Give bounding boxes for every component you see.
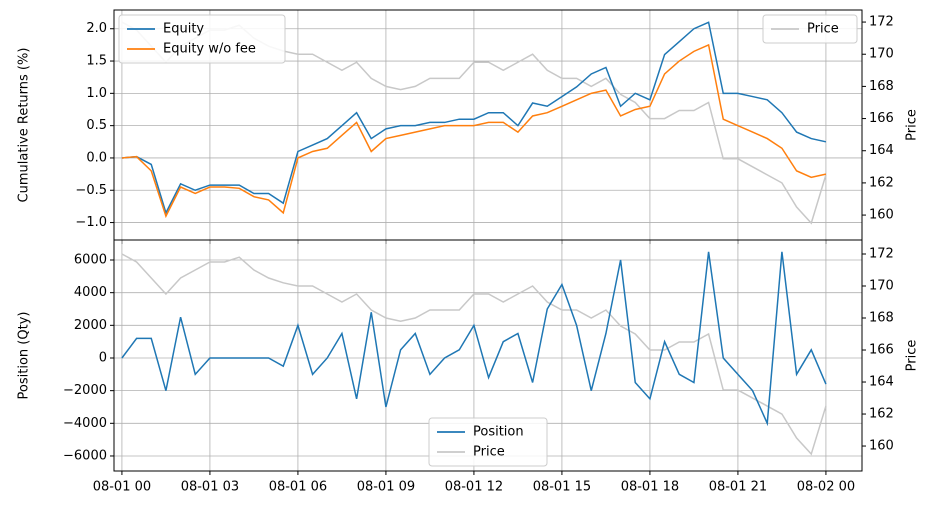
x-tick-label: 08-01 00 xyxy=(93,480,151,495)
y2-tick-label: 166 xyxy=(869,111,894,126)
y-tick-label: 0 xyxy=(99,350,107,365)
y-axis-label: Position (Qty) xyxy=(17,312,32,400)
x-tick-label: 08-01 18 xyxy=(621,480,679,495)
x-tick-label: 08-01 21 xyxy=(709,480,767,495)
x-tick-label: 08-01 09 xyxy=(357,480,415,495)
y-tick-label: 1.0 xyxy=(86,86,107,101)
y2-tick-label: 160 xyxy=(869,439,894,454)
y-tick-label: 4000 xyxy=(74,285,107,300)
legend-label: Equity w/o fee xyxy=(163,42,256,57)
y-tick-label: 1.5 xyxy=(86,54,107,69)
y-tick-label: 2000 xyxy=(74,318,107,333)
y-tick-label: −4000 xyxy=(63,416,107,431)
legend-box xyxy=(428,417,548,467)
y2-tick-label: 162 xyxy=(869,407,894,422)
y2-tick-label: 160 xyxy=(869,208,894,223)
y2-tick-label: 172 xyxy=(869,247,894,262)
y2-axis-label: Price xyxy=(905,109,920,141)
y-tick-label: 0.0 xyxy=(86,150,107,165)
y-tick-label: 6000 xyxy=(74,253,107,268)
y2-tick-label: 166 xyxy=(869,343,894,358)
series-line xyxy=(121,253,827,456)
y-tick-label: −6000 xyxy=(63,448,107,463)
y-tick-label: −1.0 xyxy=(75,215,107,230)
legend-box xyxy=(118,14,286,64)
y-tick-label: 0.5 xyxy=(86,118,107,133)
x-tick-label: 08-02 00 xyxy=(797,480,855,495)
y2-tick-label: 168 xyxy=(869,311,894,326)
y2-tick-label: 170 xyxy=(869,279,894,294)
series-line xyxy=(121,43,827,219)
legend-label: Equity xyxy=(163,22,204,37)
x-tick-label: 08-01 15 xyxy=(533,480,591,495)
x-tick-label: 08-01 03 xyxy=(181,480,239,495)
y-axis-label: Cumulative Returns (%) xyxy=(17,48,32,203)
y-tick-label: −0.5 xyxy=(75,183,107,198)
y-tick-label: 2.0 xyxy=(86,21,107,36)
series-line xyxy=(121,251,827,427)
y2-tick-label: 164 xyxy=(869,375,894,390)
legend-label: Position xyxy=(473,425,524,440)
y2-tick-label: 168 xyxy=(869,79,894,94)
x-tick-label: 08-01 06 xyxy=(269,480,327,495)
y2-tick-label: 162 xyxy=(869,175,894,190)
y2-tick-label: 164 xyxy=(869,143,894,158)
y-tick-label: −2000 xyxy=(63,383,107,398)
y2-tick-label: 172 xyxy=(869,15,894,30)
legend-box xyxy=(762,14,858,44)
y2-tick-label: 170 xyxy=(869,47,894,62)
y2-axis-label: Price xyxy=(905,340,920,372)
series-line xyxy=(121,21,827,215)
legend-label: Price xyxy=(807,22,839,37)
x-tick-label: 08-01 12 xyxy=(445,480,503,495)
legend-label: Price xyxy=(473,445,505,460)
plot-frame xyxy=(113,239,863,472)
